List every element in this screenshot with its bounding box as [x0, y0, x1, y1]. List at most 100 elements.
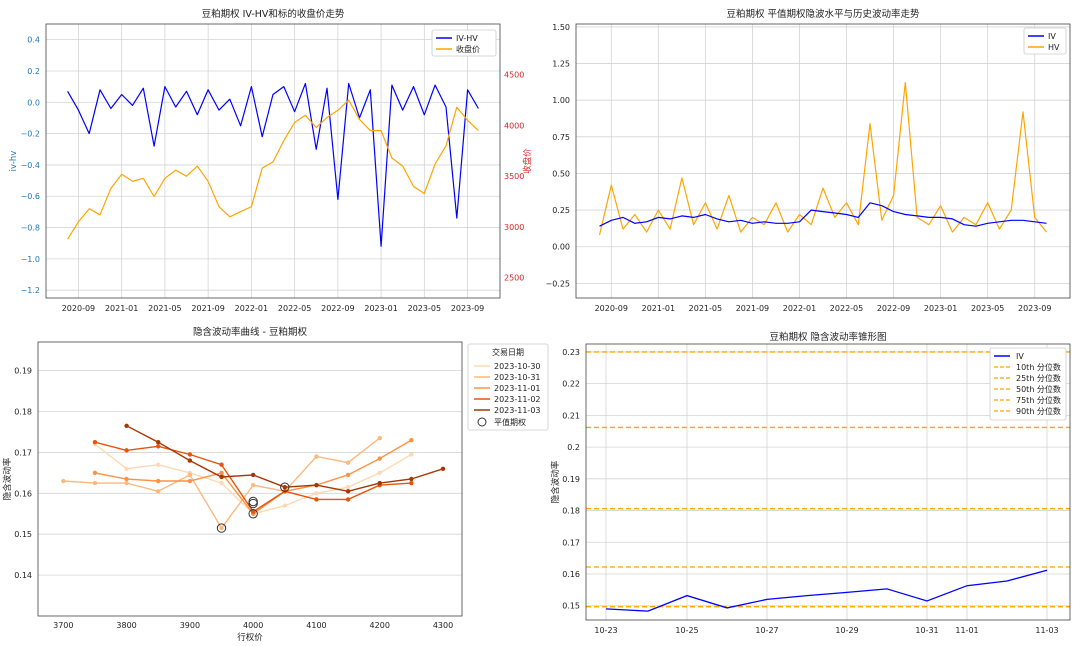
plot-frame — [37, 341, 463, 617]
smile-point — [92, 439, 98, 445]
legend-label: 75th 分位数 — [1016, 395, 1061, 405]
legend-label: 2023-10-30 — [494, 362, 541, 371]
y-tick-label: 0.14 — [14, 571, 32, 580]
chart-iv-hv-levels: 豆粕期权 平值期权隐波水平与历史波动率走势 2020-09 2021-01 2021-… — [545, 8, 1071, 313]
x-tick-label: 2023-01 — [364, 304, 397, 313]
atm-marker — [280, 482, 290, 492]
smile-point — [219, 525, 224, 531]
x-tick-label: 2023-01 — [924, 304, 957, 313]
smile-point — [156, 462, 161, 467]
y2-tick-label: 4000 — [504, 121, 524, 130]
legend-label: 25th 分位数 — [1016, 373, 1061, 383]
smile-point — [124, 423, 129, 429]
y-tick-label: 0.15 — [14, 530, 32, 539]
y-tick-label: 0.21 — [562, 411, 580, 420]
x-tick-label: 11-01 — [955, 626, 978, 635]
x-tick-label: 10-27 — [755, 626, 778, 635]
legend-title: 交易日期 — [492, 347, 524, 357]
smile-point — [92, 480, 98, 486]
y-tick-label: 0.22 — [562, 380, 580, 389]
legend-label: IV — [1016, 352, 1024, 361]
smile-point — [219, 480, 224, 486]
x-tick-label: 2022-09 — [321, 304, 354, 313]
smile-point — [187, 458, 193, 463]
smile-point — [377, 470, 382, 476]
plot-bg — [38, 342, 462, 616]
legend-box — [989, 347, 1067, 421]
smile-point — [345, 497, 351, 502]
x-tick-label: 10-29 — [835, 626, 858, 635]
x-tick-label: 2020-09 — [62, 304, 95, 313]
chart-title: 隐含波动率曲线 - 豆粕期权 — [193, 326, 307, 338]
y-tick-label: 0.15 — [562, 602, 580, 611]
x-tick-label: 10-23 — [594, 626, 617, 635]
iv-line — [605, 569, 1048, 612]
x-tick-label: 2021-05 — [148, 304, 181, 313]
x-tick-label: 2022-01 — [235, 304, 268, 313]
x-tick-label: 2022-05 — [278, 304, 311, 313]
atm-marker — [248, 496, 258, 507]
smile-point — [345, 472, 351, 478]
smile-point — [377, 435, 382, 441]
y-tick-label: 0.2 — [27, 67, 40, 76]
legend-atm-marker — [477, 417, 487, 427]
x-tick-label: 2021-09 — [736, 304, 769, 313]
plot-frame — [45, 23, 501, 299]
x-tick-label: 2023-09 — [1018, 304, 1051, 313]
smile-point — [92, 470, 98, 476]
smile-point — [282, 503, 288, 508]
chart-title: 豆粕期权 隐含波动率锥形图 — [769, 331, 886, 343]
legend-label: 2023-11-01 — [494, 384, 541, 393]
x-tick-label: 3700 — [53, 621, 73, 630]
y-tick-label: 0.75 — [552, 133, 570, 142]
smile-point — [409, 476, 414, 482]
plot-frame — [575, 23, 1071, 299]
x-tick-label: 2022-01 — [783, 304, 816, 313]
y2-tick-label: 3000 — [504, 223, 524, 232]
smile-point — [282, 484, 288, 490]
x-tick-label: 10-25 — [675, 626, 698, 635]
smile-point — [124, 476, 129, 482]
x-tick-label: 4100 — [306, 621, 326, 630]
y-tick-label: 1.25 — [552, 60, 570, 69]
chart-title: 豆粕期权 IV-HV和标的收盘价走势 — [202, 8, 345, 20]
legend-label: IV — [1048, 32, 1056, 41]
x-tick-label: 2023-09 — [451, 304, 484, 313]
y-axis-label: 隐含波动率 — [550, 460, 561, 503]
smile-point — [409, 452, 414, 457]
x-tick-label: 3900 — [180, 621, 200, 630]
x-axis-label: 行权价 — [237, 632, 263, 643]
x-tick-label: 10-31 — [915, 626, 938, 635]
atm-marker — [248, 509, 258, 519]
y-tick-label: 0.0 — [27, 98, 40, 107]
smile-point — [250, 472, 256, 478]
x-tick-label: 3800 — [116, 621, 136, 630]
y-tick-label: 0.17 — [562, 538, 580, 547]
y2-tick-label: 4500 — [504, 71, 524, 80]
y2-tick-label: 3500 — [504, 172, 524, 181]
x-tick-label: 2022-05 — [830, 304, 863, 313]
y-axis-label: 隐含波动率 — [2, 457, 13, 500]
y-tick-label: 0.4 — [27, 36, 40, 45]
y-tick-label: 0.18 — [14, 408, 32, 417]
x-tick-label: 4000 — [243, 621, 263, 630]
y-tick-label: 0.00 — [552, 243, 570, 252]
series-line-0 — [599, 202, 1047, 227]
y-tick-label: 0.17 — [14, 448, 32, 457]
series-line-0 — [67, 82, 479, 247]
smile-point — [345, 460, 351, 465]
smile-point — [219, 474, 224, 480]
series-line-1 — [598, 82, 1047, 236]
smile-point — [250, 509, 256, 514]
legend-label: 2023-11-03 — [494, 406, 541, 415]
legend-box — [1023, 27, 1067, 55]
smile-point — [219, 462, 224, 467]
plot-frame — [585, 343, 1071, 621]
x-tick-label: 11-03 — [1035, 626, 1058, 635]
legend-label: 10th 分位数 — [1016, 362, 1061, 372]
legend-label: HV — [1048, 43, 1060, 52]
atm-marker — [216, 523, 227, 533]
smile-point — [377, 480, 382, 486]
chart-iv-smile: 隐含波动率曲线 - 豆粕期权 0.14 0.15 0.16 0.17 0.18 0.19 37… — [2, 326, 549, 643]
legend-label: 90th 分位数 — [1016, 406, 1061, 416]
